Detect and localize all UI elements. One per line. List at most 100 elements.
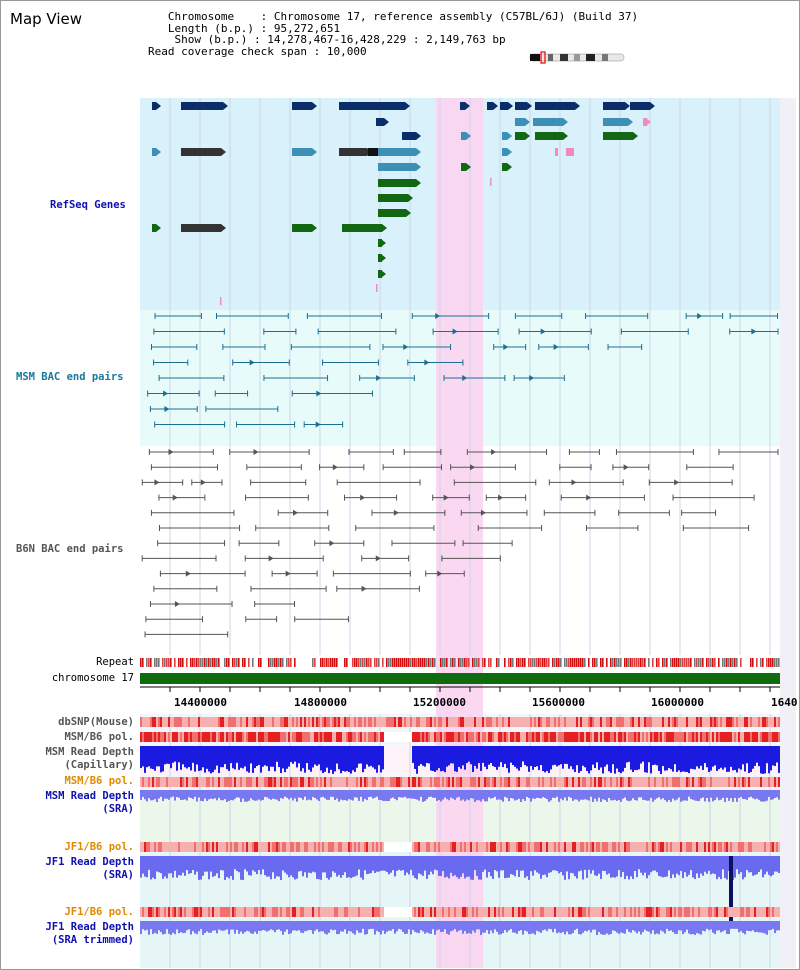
msm-depth-sra-bar [234, 790, 236, 799]
msm-bac-pair [149, 406, 198, 412]
jf1-pol2-cell [432, 907, 434, 917]
msm-depth-sra-bar [374, 790, 376, 798]
msm-pol-cell [144, 732, 146, 742]
jf1-depth-trim-bar [332, 921, 334, 931]
msm-depth-sra-bar [710, 790, 712, 798]
chromosome-ideogram[interactable] [528, 51, 628, 65]
msm-depth-sra-bar [156, 790, 158, 802]
jf1-depth-sra-bar [294, 856, 296, 880]
jf1-depth-trim-bar [302, 921, 304, 934]
msm-pol2-cell [488, 777, 490, 787]
msm-depth-cap-bar [478, 746, 480, 764]
jf1-pol2-cell [268, 907, 270, 917]
msm-pol-cell [388, 732, 390, 742]
dbsnp-cell [178, 717, 180, 727]
msm-pol-cell [556, 732, 558, 742]
jf1-pol-cell [536, 842, 538, 852]
msm-pol-cell [386, 732, 388, 742]
jf1-depth-trim-label[interactable]: JF1 Read Depth [45, 921, 134, 933]
jf1-pol2-cell [424, 907, 426, 917]
msm-depth-cap-bar [736, 746, 738, 773]
msm-pol2-cell [326, 777, 328, 787]
msm-depth-sra-bar [200, 790, 202, 801]
dbsnp-cell [774, 717, 776, 727]
msm-pol-cell [680, 732, 682, 742]
repeat-mark [402, 658, 404, 667]
b6n-bac-label[interactable]: B6N BAC end pairs [16, 543, 124, 555]
jf1-pol-cell [140, 842, 142, 852]
jf1-pol2-cell [222, 907, 224, 917]
dbsnp-label[interactable]: dbSNP(Mouse) [58, 716, 134, 728]
msm-pol2-cell [650, 777, 652, 787]
jf1-depth-sra-bar [460, 856, 462, 877]
msm-pol-cell [422, 732, 424, 742]
repeat-label[interactable]: Repeat [96, 656, 134, 668]
jf1-pol-cell [770, 842, 772, 852]
jf1-depth-sra-label[interactable]: JF1 Read Depth [45, 856, 134, 868]
msm-pol2-cell [746, 777, 748, 787]
jf1-depth-trim-bar [278, 921, 280, 930]
msm-depth-capillary-label[interactable]: MSM Read Depth [45, 746, 134, 758]
msm-depth-sra-bar [592, 790, 594, 802]
msm-pol2-cell [472, 777, 474, 787]
msm-depth-cap-bar [620, 746, 622, 774]
jf1-depth-trim-bar [344, 921, 346, 930]
msm-depth-sra-bar [618, 790, 620, 800]
jf1-depth-sra-bar [358, 856, 360, 870]
msm-pol2-cell [468, 777, 470, 787]
msm-depth-sra-label[interactable]: MSM Read Depth [45, 790, 134, 802]
msm-pol-cell [774, 732, 776, 742]
msm-pol2-cell [342, 777, 344, 787]
msm-depth-cap-bar [742, 746, 744, 765]
jf1-pol2-cell [596, 907, 598, 917]
jf1-b6-pol-label-1[interactable]: JF1/B6 pol. [64, 841, 134, 853]
jf1-pol-cell [670, 842, 672, 852]
chromosome-label[interactable]: chromosome 17 [51, 672, 134, 684]
msm-depth-sra-bar [414, 790, 416, 800]
selected-region[interactable] [436, 98, 483, 968]
msm-bac-label[interactable]: MSM BAC end pairs [16, 371, 124, 383]
jf1-pol-cell [530, 842, 532, 852]
msm-bac-pair [382, 344, 452, 350]
jf1-b6-pol-label-2[interactable]: JF1/B6 pol. [64, 906, 134, 918]
dbsnp-cell [278, 717, 280, 727]
msm-pol2-cell [450, 777, 452, 787]
msm-pol2-cell [142, 777, 144, 787]
jf1-depth-trim-bar [534, 921, 536, 935]
msm-pol2-cell [772, 777, 774, 787]
jf1-depth-sra-bar [318, 856, 320, 880]
msm-pol2-cell [364, 777, 366, 787]
msm-depth-cap-bar [632, 746, 634, 773]
msm-depth-sra-bar [638, 790, 640, 798]
jf1-pol-cell [344, 842, 346, 852]
msm-pol2-cell [552, 777, 554, 787]
msm-pol2-cell [184, 777, 186, 787]
refseq-genes-label[interactable]: RefSeq Genes [50, 199, 126, 211]
jf1-depth-sra-bar [252, 856, 254, 871]
jf1-pol-cell [602, 842, 604, 852]
jf1-depth-sra-bar [488, 856, 490, 873]
dbsnp-cell [654, 717, 656, 727]
msm-pol-cell [582, 732, 584, 742]
msm-depth-cap-bar [776, 746, 778, 763]
msm-b6-pol-label-2[interactable]: MSM/B6 pol. [64, 775, 134, 787]
msm-pol2-cell [398, 777, 400, 787]
dbsnp-cell [488, 717, 490, 727]
jf1-pol2-cell [386, 907, 388, 917]
dbsnp-cell [682, 717, 684, 727]
jf1-pol2-cell [600, 907, 602, 917]
msm-depth-cap-bar [350, 746, 352, 774]
jf1-pol-cell [546, 842, 548, 852]
jf1-depth-sra-bar [616, 856, 618, 877]
msm-pol-cell [440, 732, 442, 742]
dbsnp-cell [230, 717, 232, 727]
jf1-depth-sra-bar [380, 856, 382, 871]
msm-pol-cell [192, 732, 194, 742]
msm-b6-pol-label-1[interactable]: MSM/B6 pol. [64, 731, 134, 743]
jf1-pol-cell [460, 842, 462, 852]
jf1-pol2-cell [344, 907, 346, 917]
jf1-pol-cell [352, 842, 354, 852]
msm-depth-sra-bar [578, 790, 580, 802]
msm-pol-cell [324, 732, 326, 742]
